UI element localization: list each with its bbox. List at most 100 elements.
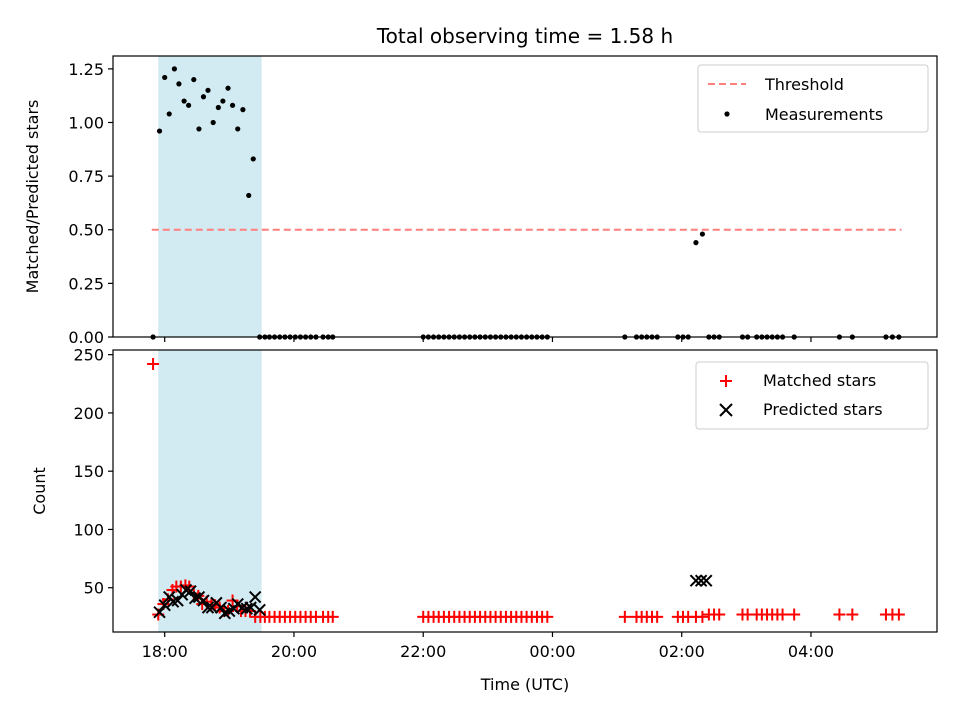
legend-matched-label: Matched stars [763, 371, 876, 390]
legend-matched-swatch [720, 375, 732, 387]
predicted-point-22 [248, 590, 262, 604]
matched-point-91 [892, 608, 905, 621]
measurement-point-7 [186, 102, 192, 108]
predicted-point-b [240, 602, 253, 615]
predicted-point-21 [244, 601, 257, 614]
count-y-tick-label-200: 200 [73, 404, 104, 423]
count-panel: 50 100 150 200 250 18:00 20:00 22:00 00:00 02:00… [30, 346, 938, 694]
measurement-point-4 [171, 66, 177, 72]
count-y-tick-label-250: 250 [73, 346, 104, 365]
count-y-ticks: 50 100 150 200 250 [73, 346, 113, 598]
predicted-point-b [689, 574, 703, 587]
x-tick-label-22:00: 22:00 [400, 642, 446, 661]
count-y-axis-label: Count [30, 467, 49, 515]
predicted-point-b [253, 603, 266, 617]
ratio-y-tick-label-1.25: 1.25 [68, 60, 104, 79]
ratio-x-ticks [164, 337, 812, 342]
legend-measurements-label: Measurements [765, 105, 883, 124]
count-y-tick-label-150: 150 [73, 462, 104, 481]
ratio-y-tick-label-0.25: 0.25 [68, 274, 104, 293]
count-y-tick-label-100: 100 [73, 520, 104, 539]
count-legend-box [695, 361, 929, 430]
measurement-point-3 [166, 111, 172, 117]
count-x-ticks: 18:00 20:00 22:00 00:00 02:00 04:00 [142, 632, 834, 661]
measurement-point-13 [215, 104, 221, 111]
matched-point-38 [326, 610, 339, 623]
x-tick-label-02:00: 02:00 [659, 642, 705, 661]
predicted-point-7 [184, 585, 197, 598]
count-legend: Matched stars Predicted stars [695, 361, 929, 430]
predicted-point-14 [214, 601, 228, 614]
x-tick-label-20:00: 20:00 [271, 642, 317, 661]
chart-title: Total observing time = 1.58 h [376, 24, 673, 48]
predicted-point-b [694, 574, 708, 587]
legend-predicted-swatch [719, 403, 733, 417]
measurement-point-19 [246, 192, 252, 199]
ratio-y-tick-label-1.00: 1.00 [68, 113, 104, 132]
matched-point-86 [788, 608, 801, 621]
predicted-point-11 [201, 601, 215, 614]
ratio-y-ticks: 0.00 0.25 0.50 0.75 1.00 1.25 [68, 60, 113, 347]
ratio-y-axis-label: Matched/Predicted stars [23, 100, 42, 294]
matched-point-63 [541, 610, 554, 623]
predicted-stars-points [153, 574, 713, 620]
ratio-y-tick-label-0.75: 0.75 [68, 167, 104, 186]
predicted-point-23 [253, 603, 266, 617]
predicted-point-b [153, 605, 166, 619]
x-tick-label-18:00: 18:00 [142, 642, 188, 661]
matched-point-87 [833, 608, 846, 621]
x-tick-label-04:00: 04:00 [788, 642, 834, 661]
predicted-point-25 [694, 574, 708, 587]
count-y-tick-label-50: 50 [84, 579, 104, 598]
predicted-point-0 [153, 605, 166, 619]
predicted-point-1 [158, 598, 171, 612]
legend-threshold-label: Threshold [764, 75, 844, 94]
x-axis-label: Time (UTC) [480, 675, 569, 694]
predicted-point-b [158, 598, 171, 612]
measurement-point-5 [176, 81, 182, 87]
measurement-point-12 [210, 119, 216, 126]
measurement-point-16 [229, 102, 236, 108]
ratio-y-tick-label-0.00: 0.00 [68, 328, 104, 347]
measurement-point-2 [162, 74, 168, 81]
measurement-point-14 [220, 98, 226, 104]
predicted-point-b [197, 594, 210, 607]
predicted-point-3 [166, 595, 180, 608]
predicted-point-20 [240, 602, 253, 615]
predicted-point-b [214, 601, 228, 614]
predicted-point-b [244, 601, 257, 614]
measurement-point-11 [205, 87, 211, 93]
ratio-panel: 0.00 0.25 0.50 0.75 1.00 1.25 Matched/Predict… [23, 55, 938, 347]
measurement-point-17 [235, 126, 241, 132]
measurement-point-20 [250, 156, 256, 162]
matched-point-64 [618, 610, 631, 623]
predicted-point-b [201, 601, 215, 614]
measurement-point-9 [196, 126, 202, 132]
x-tick-label-00:00: 00:00 [529, 642, 575, 661]
measurement-point-1 [156, 128, 163, 134]
predicted-point-b [700, 574, 713, 587]
measurement-point-15 [225, 85, 231, 91]
measurement-point-8 [191, 76, 197, 83]
predicted-point-b [166, 595, 180, 608]
legend-measurements-swatch [724, 111, 730, 117]
ratio-panel-frame [112, 55, 938, 338]
measurement-point-10 [200, 94, 207, 100]
measurement-point-6 [181, 98, 187, 104]
measurement-point-18 [240, 107, 246, 113]
measurement-point-71 [699, 231, 706, 237]
matched-point-88 [846, 608, 859, 621]
observing-window-shade-top [158, 56, 262, 337]
legend-predicted-label: Predicted stars [763, 400, 883, 419]
predicted-point-b [179, 583, 193, 597]
ratio-y-tick-label-0.50: 0.50 [68, 221, 104, 240]
measurement-point-70 [693, 240, 699, 246]
predicted-point-b [184, 585, 197, 598]
count-panel-frame [112, 349, 938, 633]
predicted-point-26 [700, 574, 713, 587]
matched-point-77 [713, 608, 726, 621]
ratio-legend: Threshold Measurements [697, 64, 929, 133]
predicted-point-24 [689, 574, 703, 587]
matched-point-74 [696, 610, 709, 623]
